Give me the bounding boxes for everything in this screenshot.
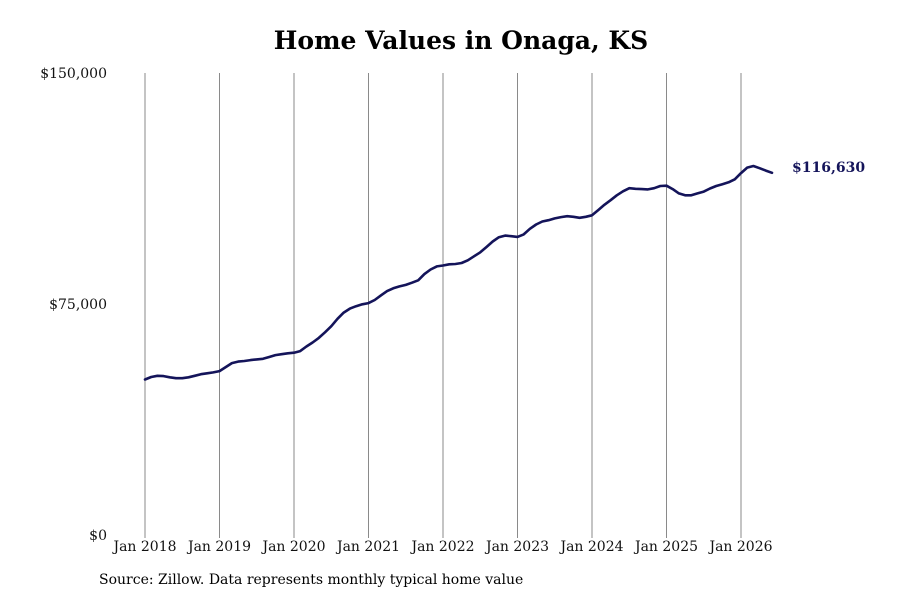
x-tick-label: Jan 2018 [111,539,176,555]
y-tick-label: $150,000 [40,66,107,82]
x-tick-label: Jan 2023 [484,539,549,555]
series-layer: $116,630 [143,160,865,381]
x-tick-label: Jan 2025 [633,539,698,555]
x-tick-label: Jan 2026 [707,539,772,555]
end-value-label: $116,630 [792,160,865,176]
x-tick-label: Jan 2024 [558,539,623,555]
x-tick-label: Jan 2019 [186,539,251,555]
x-tick-label: Jan 2022 [409,539,474,555]
chart-title: Home Values in Onaga, KS [273,26,649,55]
source-note: Source: Zillow. Data represents monthly … [99,572,524,588]
axis-labels: Jan 2018 Jan 2019 Jan 2020 Jan 2021 Jan 2022… [40,66,772,555]
grid-lines [144,73,742,538]
x-tick-label: Jan 2021 [335,539,400,555]
y-tick-label: $75,000 [49,297,107,313]
x-tick-label: Jan 2020 [260,539,325,555]
series-line [143,164,774,381]
y-tick-label: $0 [89,528,107,544]
